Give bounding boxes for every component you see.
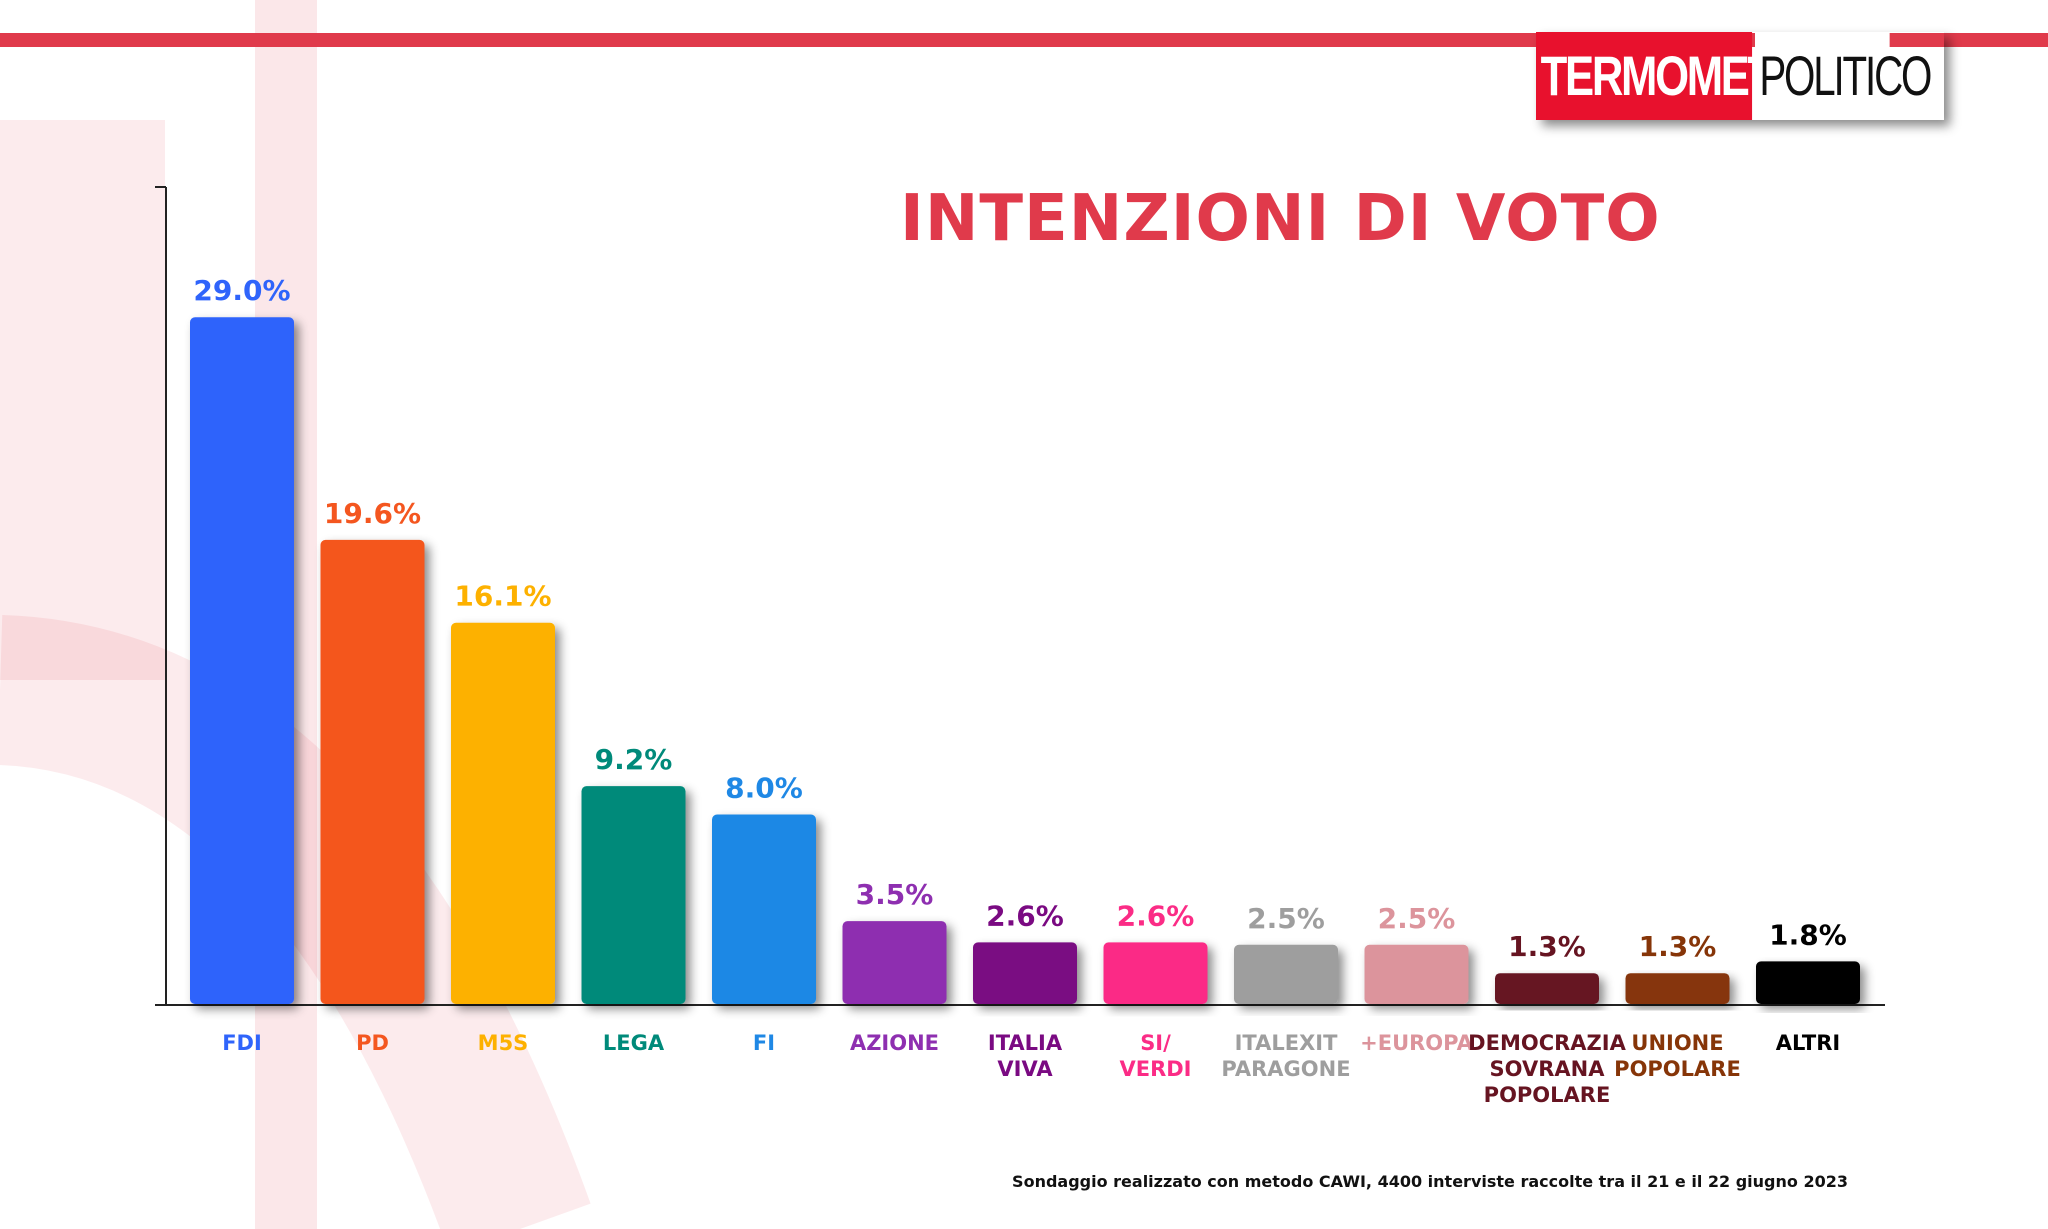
category-label-line: POPOLARE (1614, 1057, 1741, 1081)
data-label-8: 2.5% (1247, 902, 1325, 935)
logo-part-termometro: TERMOMETRO (1536, 32, 1835, 120)
category-label-11: UNIONE POPOLARE (1614, 1031, 1741, 1081)
category-label-3: LEGA (603, 1031, 665, 1055)
category-label-5: AZIONE (850, 1031, 939, 1055)
data-label-12: 1.8% (1769, 918, 1847, 951)
category-label-line: VIVA (997, 1057, 1053, 1081)
bar-4 (712, 814, 816, 1004)
bar-10 (1495, 973, 1599, 1004)
data-label-4: 8.0% (725, 772, 803, 805)
chart-title: INTENZIONI DI VOTO (900, 182, 1661, 256)
category-label-9: +EUROPA (1360, 1031, 1473, 1055)
data-label-2: 16.1% (454, 580, 551, 613)
category-label-line: DEMOCRAZIA (1468, 1031, 1626, 1055)
data-label-10: 1.3% (1508, 930, 1586, 963)
data-label-1: 19.6% (324, 497, 421, 530)
data-label-11: 1.3% (1639, 930, 1717, 963)
category-label-line: ITALIA (988, 1031, 1063, 1055)
category-label-6: ITALIA VIVA (988, 1031, 1063, 1081)
data-label-7: 2.6% (1117, 899, 1195, 932)
category-label-line: PD (356, 1031, 389, 1055)
bar-11 (1625, 973, 1730, 1004)
category-label-line: SOVRANA (1490, 1057, 1606, 1081)
category-label-7: SI/VERDI (1119, 1031, 1191, 1081)
logo: TERMOMETRO POLITICO (1536, 32, 1944, 120)
bar-6 (973, 942, 1077, 1004)
category-label-4: FI (753, 1031, 775, 1055)
category-label-line: M5S (478, 1031, 529, 1055)
category-label-12: ALTRI (1776, 1031, 1840, 1055)
bar-0 (190, 317, 294, 1005)
category-label-line: SI/ (1140, 1031, 1171, 1055)
category-label-line: POPOLARE (1484, 1083, 1611, 1107)
category-label-line: ALTRI (1776, 1031, 1840, 1055)
category-label-0: FDI (222, 1031, 262, 1055)
data-label-6: 2.6% (986, 899, 1064, 932)
data-label-9: 2.5% (1378, 902, 1456, 935)
bar-1 (320, 539, 425, 1004)
category-label-line: FI (753, 1031, 775, 1055)
category-label-8: ITALEXIT PARAGONE (1221, 1031, 1350, 1081)
category-label-line: +EUROPA (1360, 1031, 1473, 1055)
category-label-line: FDI (222, 1031, 262, 1055)
category-label-10: DEMOCRAZIA SOVRANA POPOLARE (1468, 1031, 1626, 1107)
category-label-line: ITALEXIT (1235, 1031, 1338, 1055)
bar-5 (842, 921, 947, 1004)
watermark-block (0, 120, 165, 680)
bar-9 (1364, 944, 1469, 1004)
watermark-arc (0, 615, 591, 1229)
category-label-line: PARAGONE (1221, 1057, 1350, 1081)
data-label-5: 3.5% (856, 878, 934, 911)
category-label-2: M5S (478, 1031, 529, 1055)
bar-7 (1103, 942, 1208, 1004)
category-label-line: UNIONE (1631, 1031, 1723, 1055)
logo-part-politico: POLITICO (1755, 32, 1932, 120)
category-label-1: PD (356, 1031, 389, 1055)
category-label-line: AZIONE (850, 1031, 939, 1055)
bar-8 (1234, 944, 1338, 1004)
data-label-3: 9.2% (595, 743, 673, 776)
data-label-0: 29.0% (193, 274, 290, 307)
bar-12 (1756, 961, 1860, 1004)
category-label-line: VERDI (1119, 1057, 1191, 1081)
footnote: Sondaggio realizzato con metodo CAWI, 44… (1012, 1172, 1848, 1191)
bar-2 (451, 622, 555, 1004)
category-label-line: LEGA (603, 1031, 665, 1055)
bar-3 (581, 786, 686, 1004)
